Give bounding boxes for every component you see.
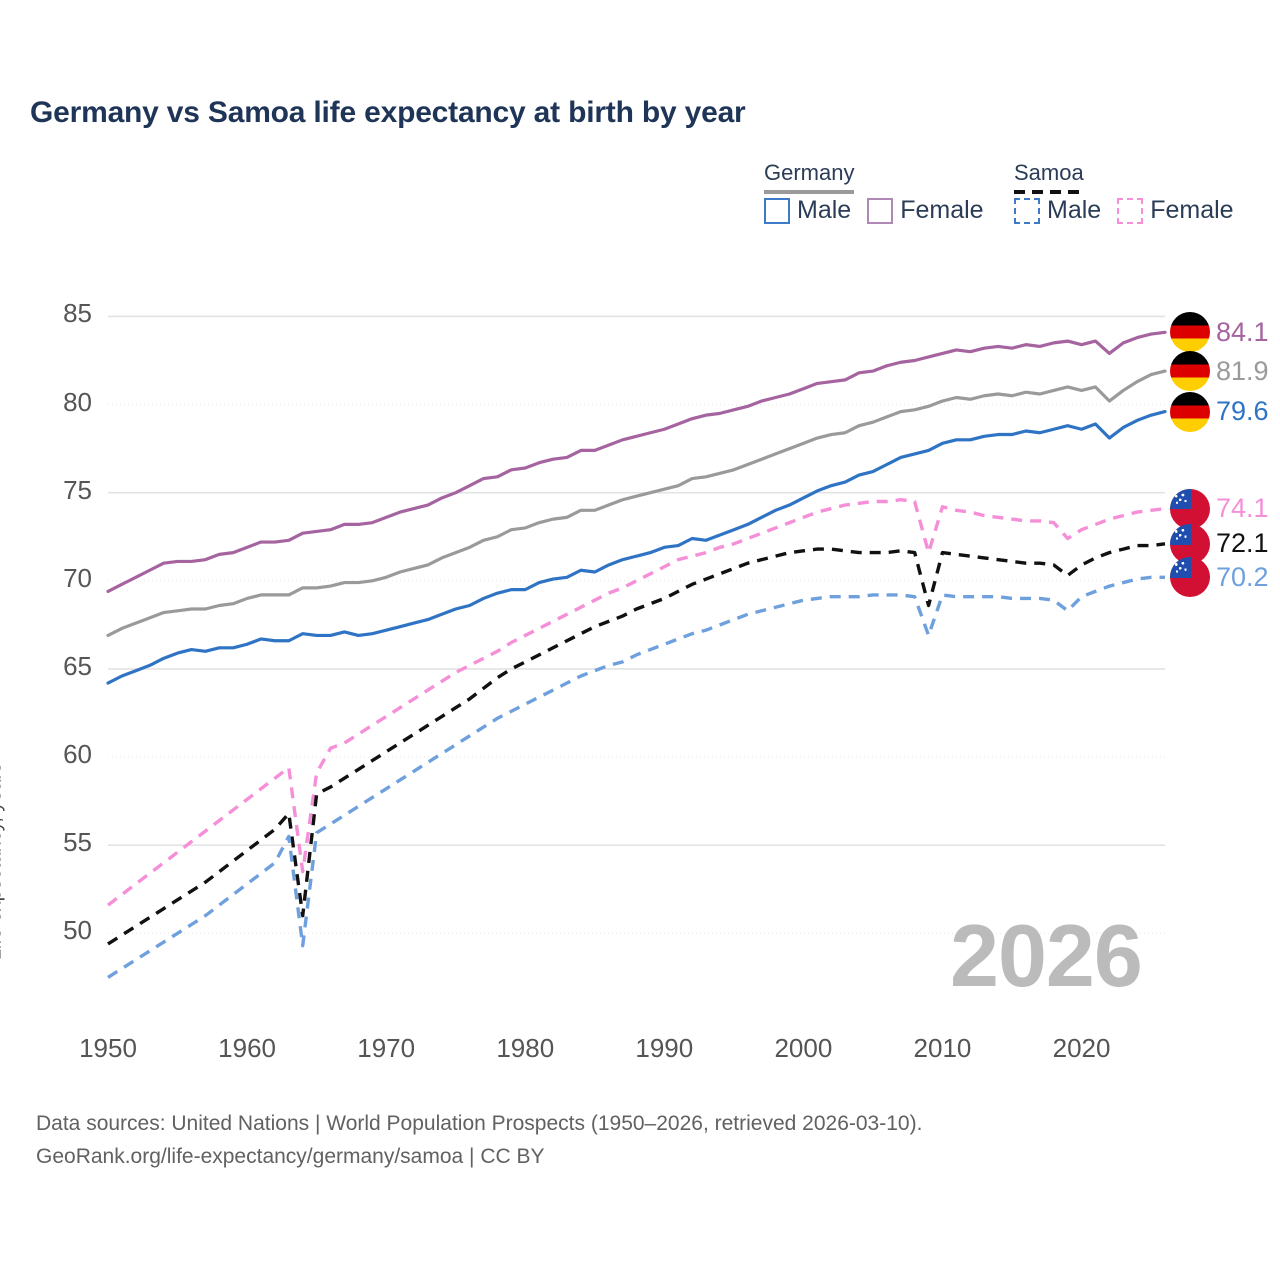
legend-rule-germany	[764, 190, 855, 194]
legend-item-label: Female	[1150, 196, 1234, 224]
x-axis-tick: 1970	[357, 1033, 416, 1063]
samoa-canton	[1170, 488, 1191, 510]
y-axis-tick: 85	[63, 298, 92, 329]
chart-footer: Data sources: United Nations | World Pop…	[36, 1108, 922, 1173]
y-axis-tick: 60	[63, 739, 92, 770]
series-end-value: 74.1	[1216, 493, 1269, 524]
germany-flag-icon	[1170, 312, 1210, 353]
legend-swatch-icon	[764, 197, 790, 224]
samoa-canton	[1170, 557, 1191, 579]
footer-line-2: GeoRank.org/life-expectancy/germany/samo…	[36, 1144, 545, 1168]
series-end-label: 84.1	[1170, 312, 1269, 353]
y-axis-tick: 50	[63, 915, 92, 946]
series-line-germany-male	[106, 410, 1167, 685]
series-end-label: 81.9	[1170, 351, 1269, 392]
legend-group-samoa: Samoa	[1014, 160, 1084, 194]
series-end-value: 72.1	[1216, 528, 1269, 559]
samoa-canton	[1170, 523, 1191, 545]
samoa-flag-icon	[1170, 557, 1210, 598]
legend-item-label: Female	[900, 196, 984, 224]
legend-item-germany-female[interactable]: Female	[867, 196, 984, 225]
y-axis-tick: 55	[63, 827, 92, 858]
legend-group-germany: Germany	[764, 160, 855, 194]
series-end-label: 74.1	[1170, 488, 1269, 529]
legend-item-germany-male[interactable]: Male	[764, 196, 851, 225]
legend-group-germany-label: Germany	[764, 160, 855, 185]
series-end-label: 79.6	[1170, 391, 1269, 432]
series-end-value: 81.9	[1216, 355, 1269, 386]
y-axis-tick: 75	[63, 474, 92, 505]
series-line-samoa-both	[107, 542, 1166, 946]
legend-items-samoa: Male Female	[1014, 196, 1234, 225]
legend-swatch-icon	[1117, 197, 1144, 224]
germany-flag-icon	[1170, 351, 1210, 392]
samoa-flag-icon	[1170, 488, 1210, 529]
samoa-flag-icon	[1170, 523, 1210, 564]
legend-swatch-icon	[1014, 197, 1040, 224]
legend-item-label: Male	[1047, 196, 1102, 224]
legend-swatch-icon	[867, 197, 894, 224]
series-end-value: 84.1	[1216, 316, 1269, 347]
line-chart-svg	[106, 315, 1167, 979]
x-axis-tick: 2000	[774, 1033, 833, 1063]
legend-group-samoa-label: Samoa	[1014, 160, 1084, 185]
x-axis-tick: 2010	[913, 1033, 972, 1063]
y-axis-tick: 65	[63, 650, 92, 681]
legend-item-samoa-female[interactable]: Female	[1117, 196, 1234, 225]
series-end-value: 70.2	[1216, 561, 1269, 592]
footer-line-1: Data sources: United Nations | World Pop…	[36, 1112, 923, 1135]
chart-legend: Germany Samoa Male Female Male Female	[756, 160, 1256, 238]
x-axis-tick: 2020	[1052, 1033, 1111, 1063]
page-title: Germany vs Samoa life expectancy at birt…	[30, 96, 746, 129]
series-end-value: 79.6	[1216, 396, 1269, 427]
legend-item-label: Male	[797, 196, 852, 224]
year-watermark: 2026	[950, 906, 1143, 1005]
series-line-germany-female	[106, 330, 1167, 593]
legend-items-germany: Male Female	[764, 196, 984, 225]
x-axis-tick: 1950	[79, 1033, 137, 1063]
chart-plot-area: Life expectancy, years 50 55 60 65 70 75 80 85 1…	[0, 250, 1280, 1063]
y-axis-tick: 80	[63, 386, 92, 417]
germany-flag-icon	[1170, 391, 1210, 432]
x-axis-tick: 1960	[218, 1033, 276, 1063]
legend-item-samoa-male[interactable]: Male	[1014, 196, 1101, 225]
series-end-label: 70.2	[1170, 557, 1269, 598]
series-line-germany-both	[106, 369, 1167, 638]
x-axis-tick: 1980	[496, 1033, 555, 1063]
legend-rule-samoa	[1014, 190, 1084, 194]
y-axis-tick: 70	[63, 562, 92, 593]
series-line-samoa-male	[107, 575, 1165, 979]
x-axis-tick: 1990	[635, 1033, 694, 1063]
series-end-label: 72.1	[1170, 523, 1269, 564]
